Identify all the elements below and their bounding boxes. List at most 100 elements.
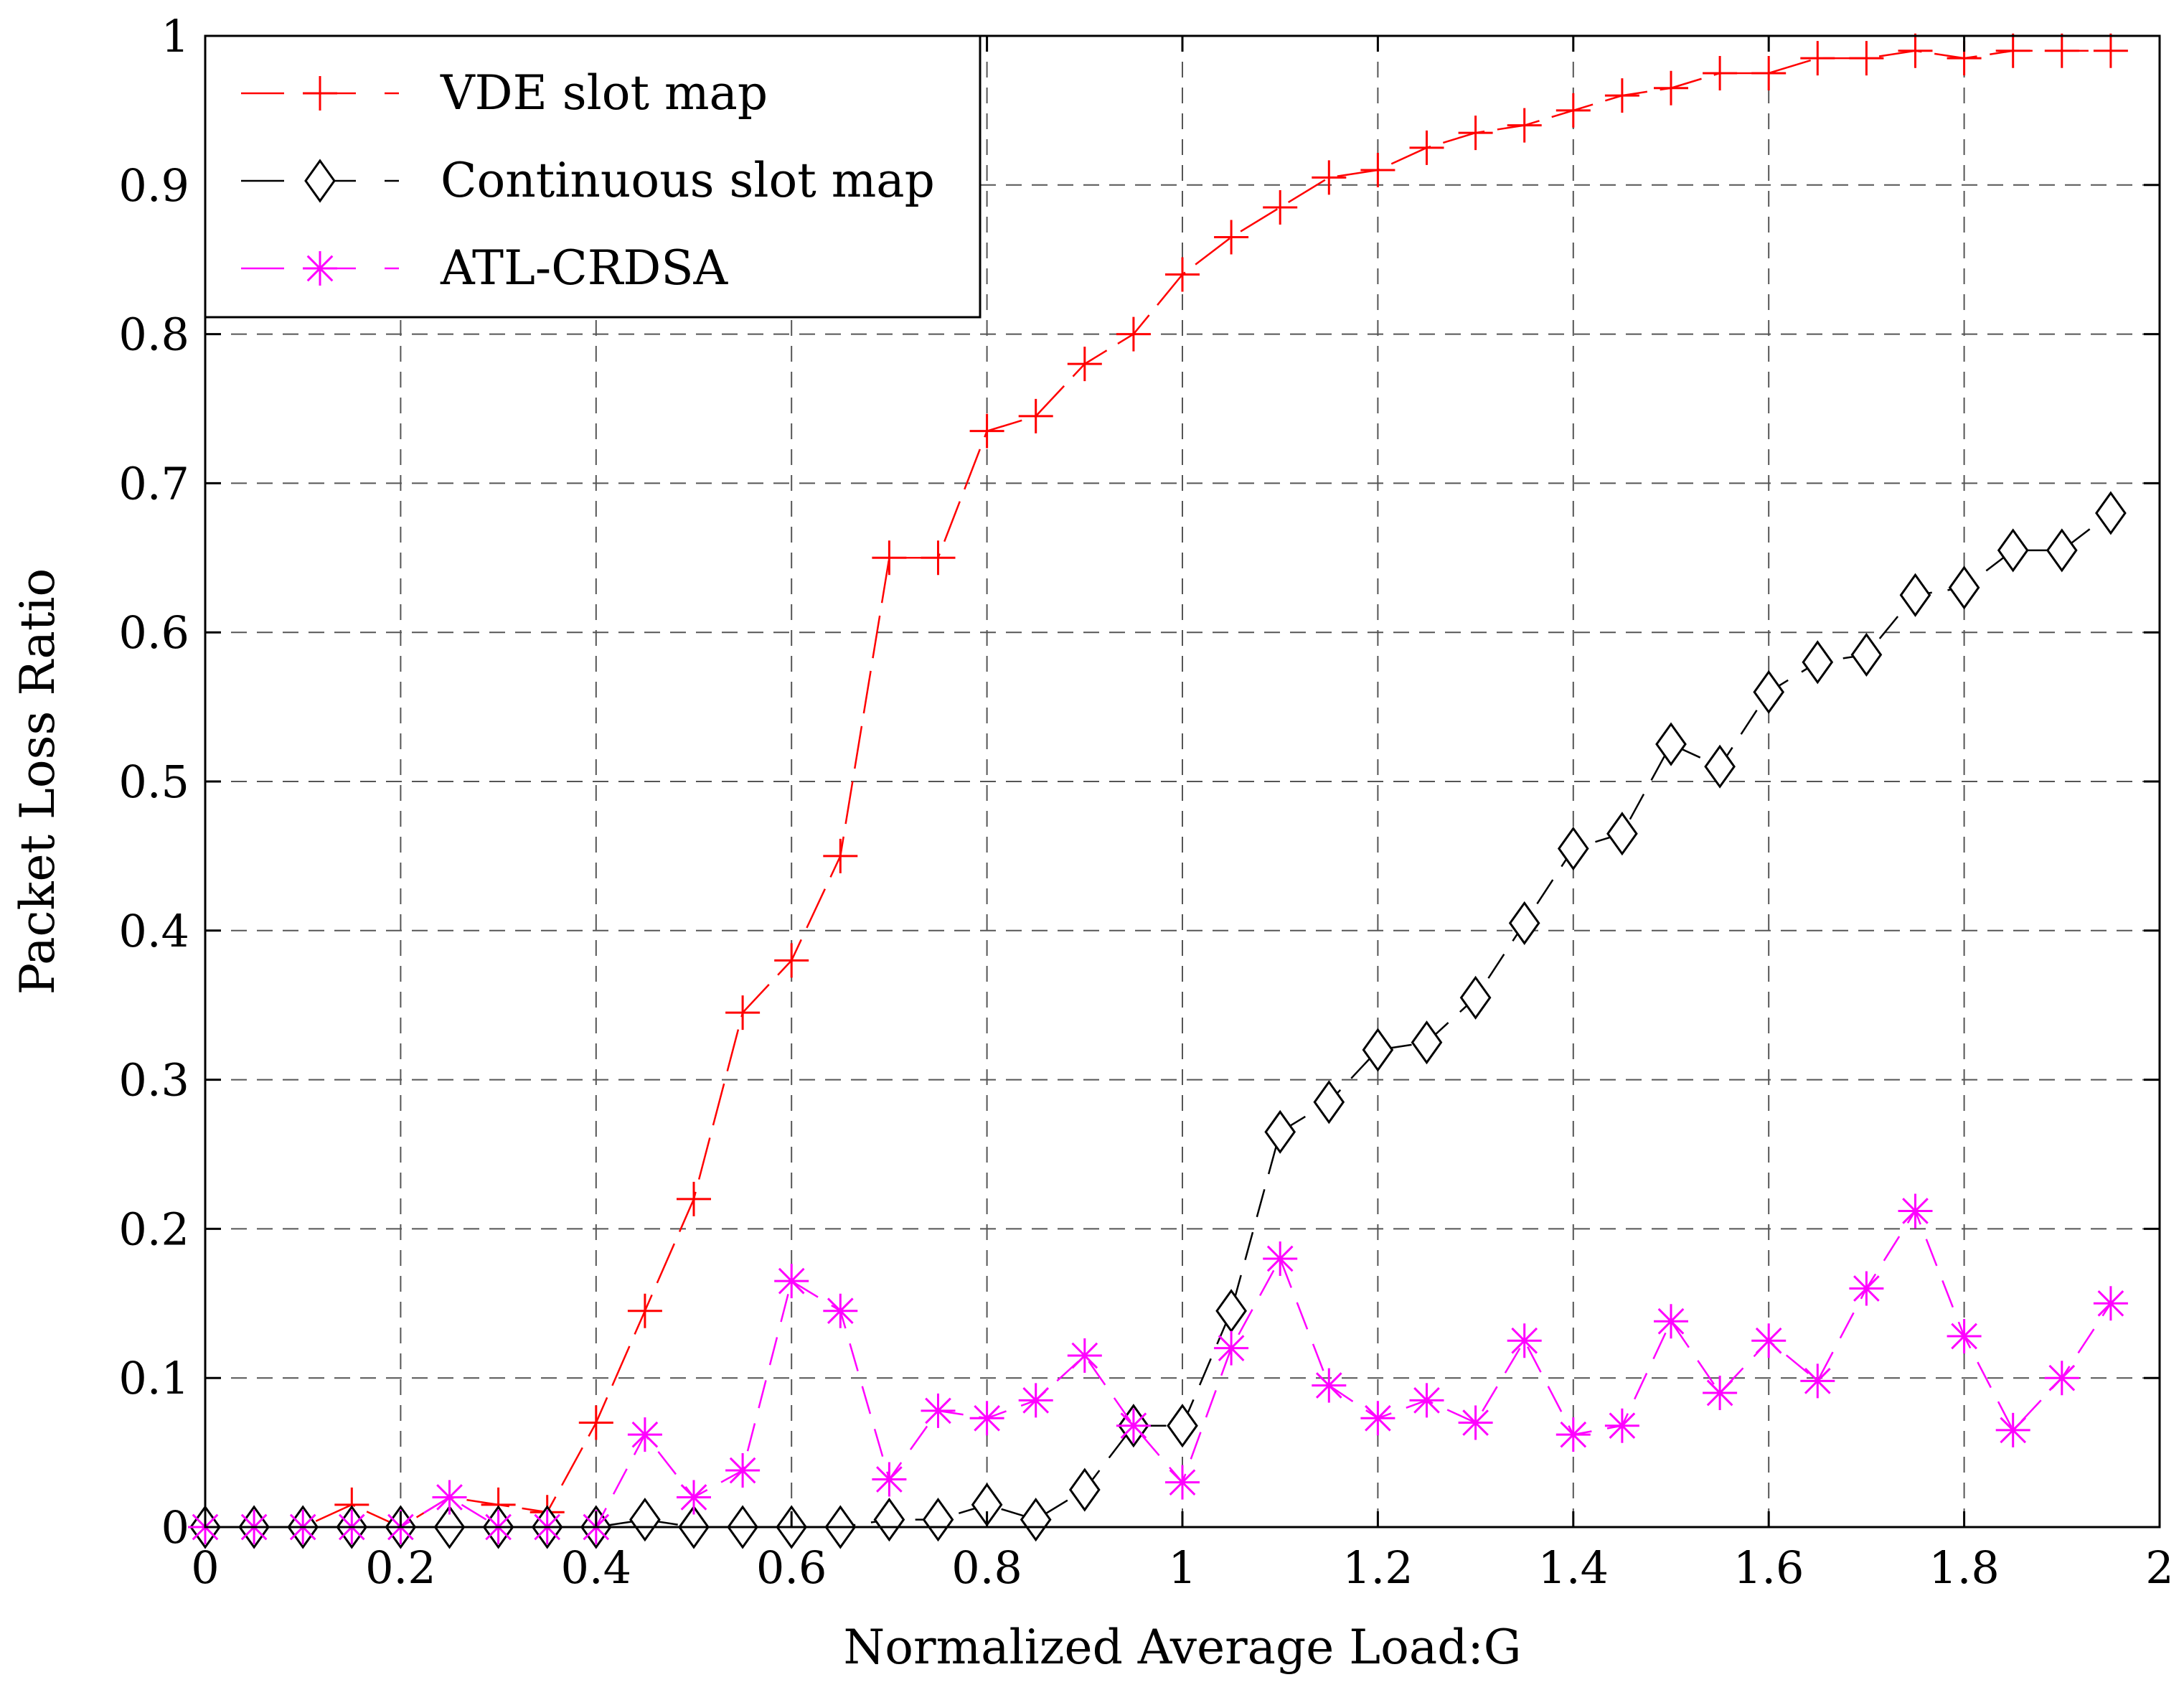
data-point — [1850, 632, 1883, 677]
data-point — [1263, 1241, 1298, 1276]
data-point — [921, 1393, 956, 1428]
data-point — [1458, 1405, 1493, 1440]
data-point — [1654, 1304, 1688, 1339]
data-point — [1263, 189, 1298, 225]
data-point — [1214, 1330, 1249, 1366]
x-tick-label: 0.6 — [756, 1541, 827, 1594]
y-tick-label: 0.2 — [118, 1203, 189, 1255]
y-tick-label: 0 — [161, 1501, 189, 1554]
data-point — [725, 1453, 761, 1488]
data-point — [1802, 640, 1834, 685]
data-point — [1116, 316, 1151, 352]
data-point — [1362, 1028, 1394, 1072]
data-point — [677, 1480, 711, 1515]
x-tick-label: 2 — [2145, 1541, 2173, 1594]
data-point — [1264, 1109, 1296, 1154]
data-point — [2095, 491, 2127, 535]
data-point — [1067, 347, 1102, 382]
data-point — [922, 1498, 954, 1542]
y-tick-label: 0.4 — [118, 905, 189, 957]
legend-entry: Continuous slot map — [241, 153, 935, 208]
legend-box — [204, 34, 982, 319]
x-axis-label: Normalized Average Load:G — [844, 1620, 1522, 1675]
data-point — [1312, 160, 1347, 195]
legend-label: VDE slot map — [440, 65, 768, 121]
data-point — [1555, 1417, 1591, 1452]
data-point — [1849, 41, 1884, 76]
data-point — [1360, 153, 1395, 188]
data-point — [1068, 1468, 1101, 1512]
data-point — [1020, 1498, 1052, 1542]
data-point — [578, 1405, 613, 1440]
data-point — [1899, 573, 1931, 617]
x-tick-label: 0 — [191, 1541, 219, 1594]
x-tick-label: 0.2 — [365, 1541, 436, 1594]
data-point — [1360, 1401, 1395, 1436]
y-tick-label: 0.7 — [118, 457, 189, 510]
data-point — [774, 1264, 809, 1299]
data-point — [1312, 1368, 1347, 1403]
x-tick-label: 1.8 — [1929, 1541, 2000, 1594]
series-layer — [188, 33, 2128, 1549]
data-point — [969, 1401, 1004, 1436]
data-point — [1654, 70, 1688, 105]
data-point — [1555, 93, 1591, 128]
y-tick-label: 0.6 — [118, 606, 189, 659]
series-1 — [189, 491, 2127, 1549]
y-tick-label: 1 — [161, 10, 189, 62]
data-point — [969, 413, 1004, 449]
data-point — [1214, 220, 1249, 255]
data-point — [2093, 1286, 2128, 1321]
data-point — [823, 1293, 858, 1328]
legend-marker — [303, 251, 337, 286]
legend-marker — [304, 159, 336, 203]
axis-ticks: 0 0.2 0.4 0.6 0.8 1 1.2 1.4 1.6 1.8 2 0 0.1 0.2 0.3 0.4… — [118, 10, 2173, 1594]
data-point — [1703, 1375, 1738, 1410]
data-point — [1898, 1193, 1933, 1229]
data-point — [1604, 1408, 1639, 1443]
data-point — [725, 995, 761, 1030]
data-point — [1557, 826, 1589, 871]
data-point — [1411, 1020, 1443, 1065]
y-tick-label: 0.3 — [118, 1054, 189, 1107]
data-point — [1458, 116, 1493, 151]
legend-entry: VDE slot map — [241, 65, 768, 121]
data-point — [1751, 55, 1787, 90]
series-2 — [188, 1193, 2128, 1544]
data-point — [1313, 1080, 1345, 1124]
data-point — [627, 1293, 662, 1328]
x-tick-label: 0.8 — [951, 1541, 1022, 1594]
legend: VDE slot map Continuous slot map ATL-CRDSA — [204, 34, 982, 319]
data-point — [1459, 975, 1492, 1020]
data-point — [774, 943, 809, 978]
x-tick-label: 1.2 — [1342, 1541, 1413, 1594]
legend-entry: ATL-CRDSA — [241, 240, 729, 296]
data-point — [1753, 670, 1785, 714]
data-point — [1067, 1338, 1102, 1374]
data-point — [1997, 528, 2029, 573]
data-point — [1703, 55, 1738, 90]
data-point — [1948, 565, 1980, 610]
data-point — [1508, 901, 1540, 945]
data-point — [1751, 1323, 1787, 1358]
data-point — [1167, 1404, 1198, 1448]
x-tick-label: 1 — [1168, 1541, 1196, 1594]
data-point — [1018, 1383, 1053, 1418]
data-point — [1409, 1383, 1444, 1418]
data-point — [1165, 257, 1200, 292]
legend-entries: VDE slot map Continuous slot map ATL-CRDSA — [241, 65, 935, 296]
data-point — [1849, 1271, 1884, 1306]
data-point — [873, 1498, 905, 1542]
data-point — [1800, 1363, 1835, 1399]
data-point — [2093, 33, 2128, 68]
data-point — [1995, 1412, 2030, 1447]
data-point — [823, 838, 858, 873]
data-point — [1507, 1323, 1542, 1358]
legend-marker — [303, 76, 337, 111]
data-point — [1604, 78, 1639, 113]
data-point — [872, 1462, 907, 1497]
data-point — [1507, 108, 1542, 143]
data-point — [1215, 1289, 1247, 1333]
data-point — [1409, 130, 1444, 165]
